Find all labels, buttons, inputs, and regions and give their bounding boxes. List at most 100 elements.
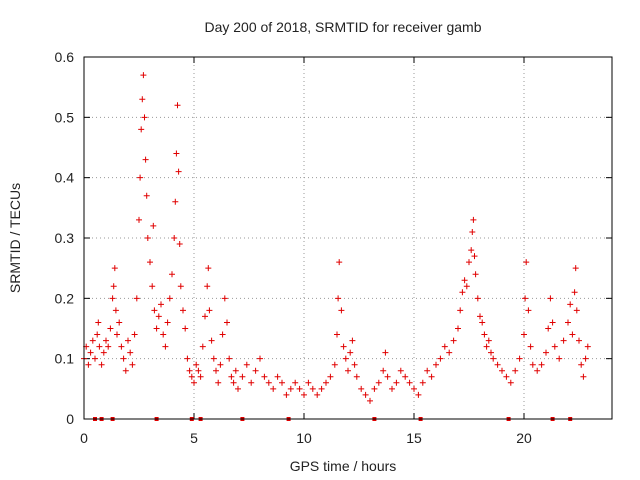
data-point — [340, 343, 347, 350]
data-point — [572, 265, 579, 272]
data-point — [522, 295, 529, 302]
y-tick-label: 0.1 — [55, 351, 75, 367]
data-point — [301, 391, 307, 398]
data-point — [415, 391, 422, 398]
data-point — [261, 373, 268, 380]
data-point — [141, 114, 148, 121]
data-point — [358, 385, 365, 392]
data-point — [213, 367, 219, 374]
data-point — [569, 331, 576, 338]
y-tick-label: 0.2 — [55, 290, 75, 306]
data-point — [111, 265, 118, 272]
data-point — [466, 259, 472, 266]
data-point — [582, 355, 589, 362]
data-point — [221, 295, 228, 302]
data-point — [461, 277, 468, 284]
x-tick-label: 10 — [296, 430, 312, 446]
x-tick-label: 0 — [80, 430, 88, 446]
data-point — [411, 385, 417, 392]
data-point — [474, 295, 481, 302]
data-point — [375, 379, 382, 386]
data-point — [470, 216, 477, 223]
y-tick-label: 0.5 — [55, 109, 75, 125]
data-point — [578, 361, 585, 368]
y-axis-label: SRMTID / TECUs — [7, 183, 23, 293]
data-point — [551, 343, 558, 350]
data-point — [347, 349, 354, 356]
data-point — [459, 289, 466, 296]
data-point — [287, 385, 294, 392]
data-point — [169, 271, 175, 278]
data-point — [543, 349, 549, 356]
data-point — [446, 349, 453, 356]
data-point — [503, 373, 510, 380]
data-point — [175, 168, 182, 175]
data-point — [177, 283, 184, 290]
data-point — [191, 379, 197, 386]
data-point — [402, 373, 409, 380]
chart-title: Day 200 of 2018, SRMTID for receiver gam… — [204, 19, 481, 35]
data-point — [270, 385, 277, 392]
data-point — [131, 331, 138, 338]
data-point — [488, 349, 494, 356]
data-point — [103, 337, 109, 344]
data-point — [137, 174, 144, 181]
data-point — [138, 126, 145, 133]
data-point — [573, 307, 580, 314]
data-point — [545, 325, 552, 332]
data-point — [144, 235, 151, 241]
data-point — [202, 313, 208, 320]
data-point — [205, 265, 212, 272]
data-point — [362, 391, 369, 398]
data-point — [180, 307, 186, 314]
data-point — [334, 331, 340, 338]
data-point — [351, 361, 358, 368]
data-point — [309, 385, 316, 392]
data-point — [450, 337, 457, 344]
data-point — [230, 379, 237, 386]
data-point — [96, 343, 103, 350]
data-point — [239, 373, 246, 380]
data-point — [158, 301, 164, 308]
data-point — [151, 307, 158, 314]
data-point — [527, 343, 534, 350]
data-point — [133, 295, 140, 302]
data-point — [336, 259, 343, 266]
data-point — [87, 349, 94, 356]
data-point — [468, 247, 475, 254]
data-point — [147, 259, 153, 266]
data-point — [172, 198, 179, 205]
data-point — [243, 361, 250, 368]
data-point — [318, 385, 325, 392]
data-point — [323, 379, 329, 386]
data-point — [184, 355, 191, 362]
data-point — [338, 307, 345, 314]
data-point — [199, 343, 206, 350]
data-point — [485, 337, 492, 344]
x-tick-label: 5 — [190, 430, 198, 446]
data-point — [547, 295, 554, 302]
data-point — [512, 367, 519, 374]
data-point — [571, 289, 578, 296]
data-point — [215, 379, 222, 386]
data-point — [349, 337, 356, 344]
data-point — [109, 295, 116, 302]
x-tick-label: 20 — [516, 430, 532, 446]
y-tick-label: 0 — [66, 411, 74, 427]
data-point — [494, 361, 501, 368]
data-point — [419, 379, 426, 386]
data-point — [529, 361, 536, 368]
data-point — [499, 367, 505, 374]
data-point — [314, 391, 321, 398]
data-point — [331, 361, 338, 368]
data-point — [142, 156, 149, 163]
data-point — [217, 361, 224, 368]
data-point — [457, 307, 464, 314]
data-point — [279, 379, 285, 386]
data-point — [477, 313, 483, 320]
data-point — [125, 337, 131, 344]
data-point — [118, 343, 125, 350]
data-point — [342, 355, 349, 362]
data-point — [252, 367, 259, 374]
data-point — [224, 319, 230, 326]
